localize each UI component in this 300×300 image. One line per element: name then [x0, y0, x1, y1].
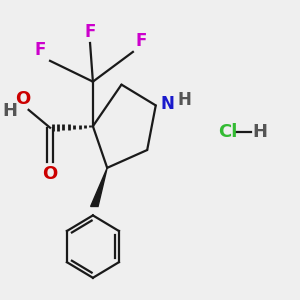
Text: H: H: [2, 102, 17, 120]
Text: F: F: [84, 22, 96, 40]
Text: F: F: [34, 41, 46, 59]
Text: H: H: [252, 123, 267, 141]
Text: N: N: [160, 95, 174, 113]
Text: Cl: Cl: [219, 123, 238, 141]
Text: F: F: [136, 32, 147, 50]
Polygon shape: [91, 168, 107, 206]
Text: O: O: [15, 90, 30, 108]
Text: H: H: [177, 91, 191, 109]
Text: O: O: [42, 166, 58, 184]
